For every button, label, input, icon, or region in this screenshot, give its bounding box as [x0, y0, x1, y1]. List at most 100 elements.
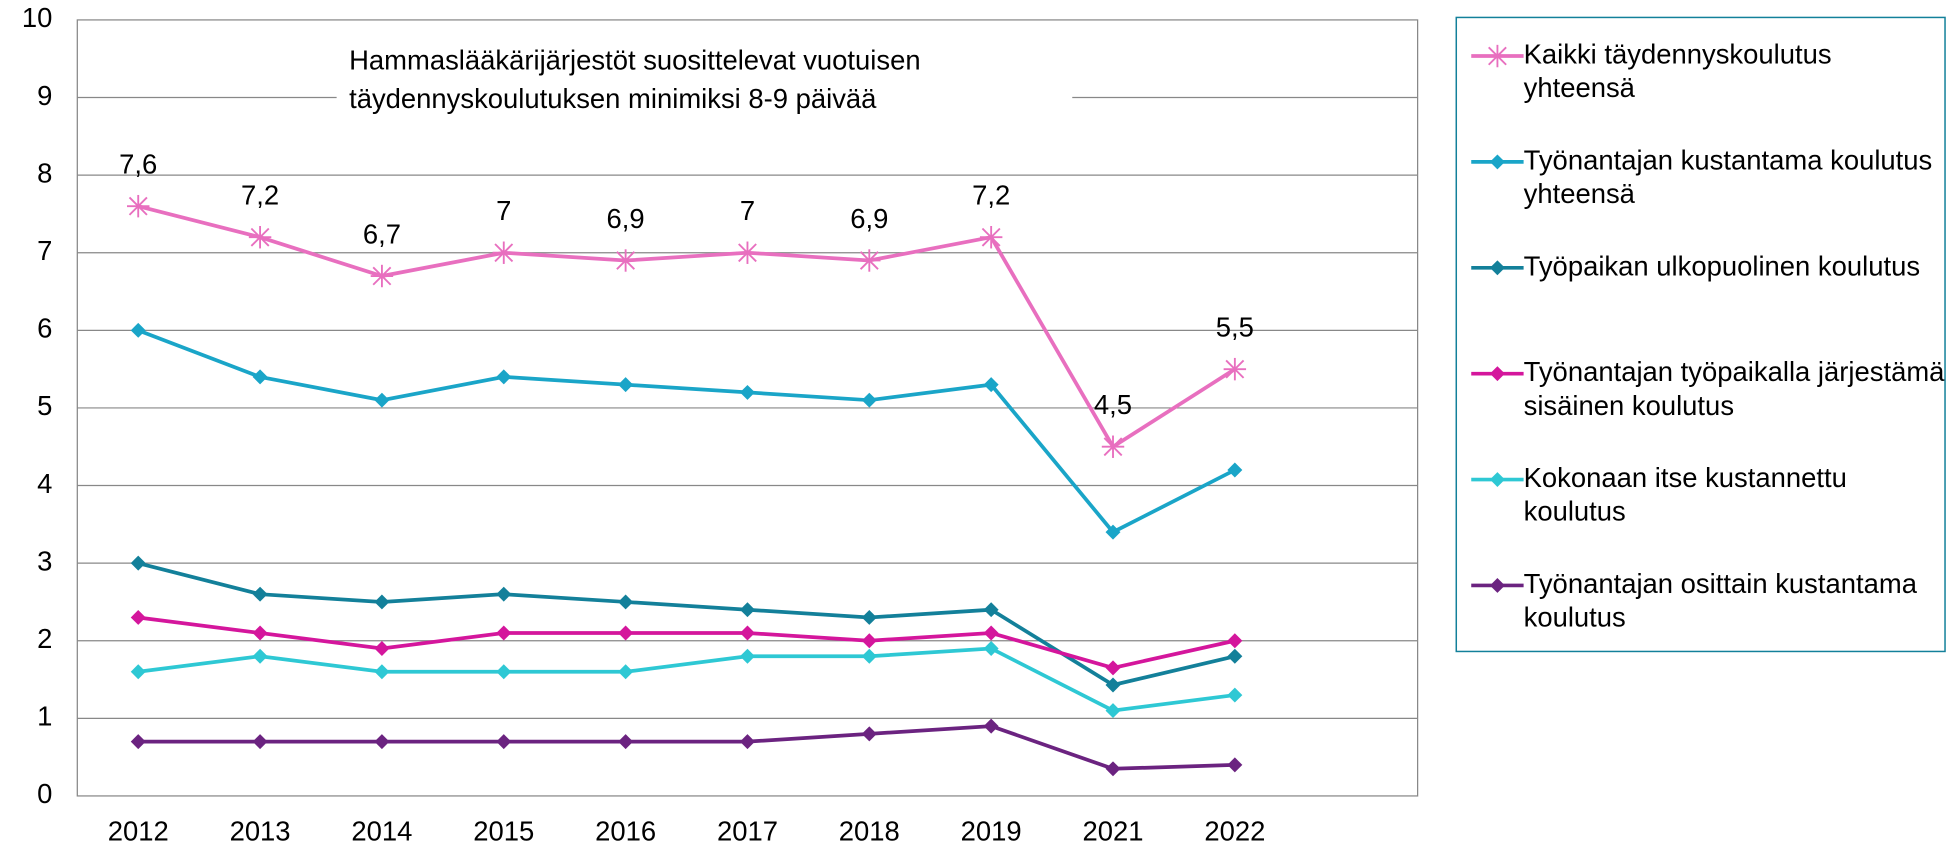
x-tick-label: 2017	[717, 816, 778, 847]
legend-marker	[1489, 472, 1505, 488]
y-tick-label: 0	[37, 778, 52, 809]
marker	[618, 734, 634, 750]
marker	[979, 226, 1003, 249]
marker	[861, 633, 877, 649]
series-line	[138, 724, 1235, 771]
series-line	[137, 646, 1236, 713]
marker	[374, 641, 390, 656]
data-label: 6,9	[850, 203, 888, 234]
marker	[130, 555, 146, 571]
y-tick-label: 4	[37, 468, 52, 499]
legend-entry: Kaikki täydennyskoulutus yhteensä	[1524, 39, 1832, 104]
marker	[130, 322, 146, 338]
series-line	[137, 204, 1236, 450]
series-line	[137, 561, 1236, 687]
marker	[1105, 677, 1121, 693]
y-tick-label: 9	[37, 80, 52, 111]
marker	[983, 377, 999, 393]
legend-marker	[1489, 260, 1505, 276]
x-tick-label: 2013	[230, 816, 291, 847]
marker	[1227, 633, 1243, 649]
legend-frame	[1455, 16, 1946, 653]
marker	[1105, 761, 1121, 777]
marker	[496, 625, 512, 641]
data-label: 4,5	[1094, 389, 1132, 420]
marker	[496, 734, 512, 750]
legend-entry: Työpaikan ulkopuolinen koulutus	[1523, 250, 1921, 282]
marker	[618, 625, 634, 641]
data-label: 7	[496, 195, 511, 226]
data-label: 7,2	[241, 180, 279, 211]
data-label: 7,6	[119, 149, 157, 180]
marker	[739, 602, 755, 618]
marker	[861, 609, 877, 625]
x-tick-label: 2021	[1083, 816, 1144, 847]
marker	[1101, 435, 1125, 458]
legend-label: Työnantajan osittain kustantama koulutus	[1523, 568, 1918, 633]
x-tick-label: 2022	[1204, 816, 1265, 847]
y-tick-label: 3	[37, 545, 52, 576]
marker	[374, 594, 390, 610]
data-label: 7	[740, 195, 755, 226]
marker	[1227, 648, 1243, 664]
y-tick-label: 2	[37, 623, 52, 654]
annotation: Hammaslääkärijärjestöt suosittelevat vuo…	[349, 45, 921, 76]
legend-entry: Työnantajan työpaikalla järjestämä sisäi…	[1523, 356, 1945, 422]
marker	[739, 734, 755, 750]
marker	[252, 625, 268, 641]
legend-entry: Työnantajan kustantama koulutus yhteensä	[1523, 144, 1933, 210]
data-label: 6,7	[363, 218, 401, 249]
marker	[1227, 757, 1243, 773]
marker	[614, 249, 637, 272]
marker	[861, 648, 877, 664]
legend-label: Työnantajan kustantama koulutus yhteensä	[1523, 144, 1933, 210]
legend-marker	[1489, 366, 1505, 382]
annotation-background	[336, 37, 1073, 128]
marker	[374, 664, 390, 680]
marker	[252, 734, 268, 750]
x-tick-label: 2016	[595, 816, 656, 847]
marker	[983, 625, 999, 641]
x-tick-label: 2018	[839, 816, 900, 847]
annotation: täydennyskoulutuksen minimiksi 8-9 päivä…	[349, 83, 877, 114]
marker	[130, 609, 146, 625]
marker	[983, 641, 999, 656]
marker	[252, 586, 268, 602]
y-tick-label: 6	[37, 313, 52, 344]
marker	[618, 594, 634, 610]
y-tick-label: 1	[37, 701, 52, 732]
marker	[130, 664, 146, 680]
marker	[496, 664, 512, 680]
series-line	[137, 615, 1236, 670]
legend-marker	[1489, 577, 1505, 593]
marker	[736, 241, 759, 264]
series-line	[137, 328, 1236, 535]
x-tick-label: 2014	[351, 816, 412, 847]
data-label: 6,9	[607, 203, 645, 234]
marker	[739, 648, 755, 664]
legend-label: Työnantajan työpaikalla järjestämä sisäi…	[1523, 356, 1945, 422]
marker	[861, 726, 877, 742]
y-tick-label: 7	[37, 235, 52, 266]
marker	[252, 369, 268, 385]
data-label: 5,5	[1216, 312, 1254, 343]
marker	[252, 648, 268, 664]
marker	[618, 664, 634, 680]
marker	[1105, 524, 1121, 540]
marker	[496, 586, 512, 602]
y-tick-label: 8	[37, 157, 52, 188]
legend-label: Kokonaan itse kustannettu koulutus	[1523, 462, 1847, 527]
marker	[1227, 462, 1243, 478]
data-label: 7,2	[972, 180, 1010, 211]
y-tick-label: 5	[37, 390, 52, 421]
marker	[1227, 687, 1243, 703]
legend-entry: Kokonaan itse kustannettu koulutus	[1523, 462, 1847, 527]
legend-marker	[1486, 44, 1509, 68]
legend-marker	[1489, 154, 1505, 170]
marker	[374, 734, 390, 750]
y-tick-label: 10	[22, 2, 52, 33]
marker	[1223, 357, 1247, 381]
marker	[1105, 703, 1121, 719]
legend-label: Työpaikan ulkopuolinen koulutus	[1523, 250, 1921, 282]
x-tick-label: 2012	[108, 816, 169, 847]
